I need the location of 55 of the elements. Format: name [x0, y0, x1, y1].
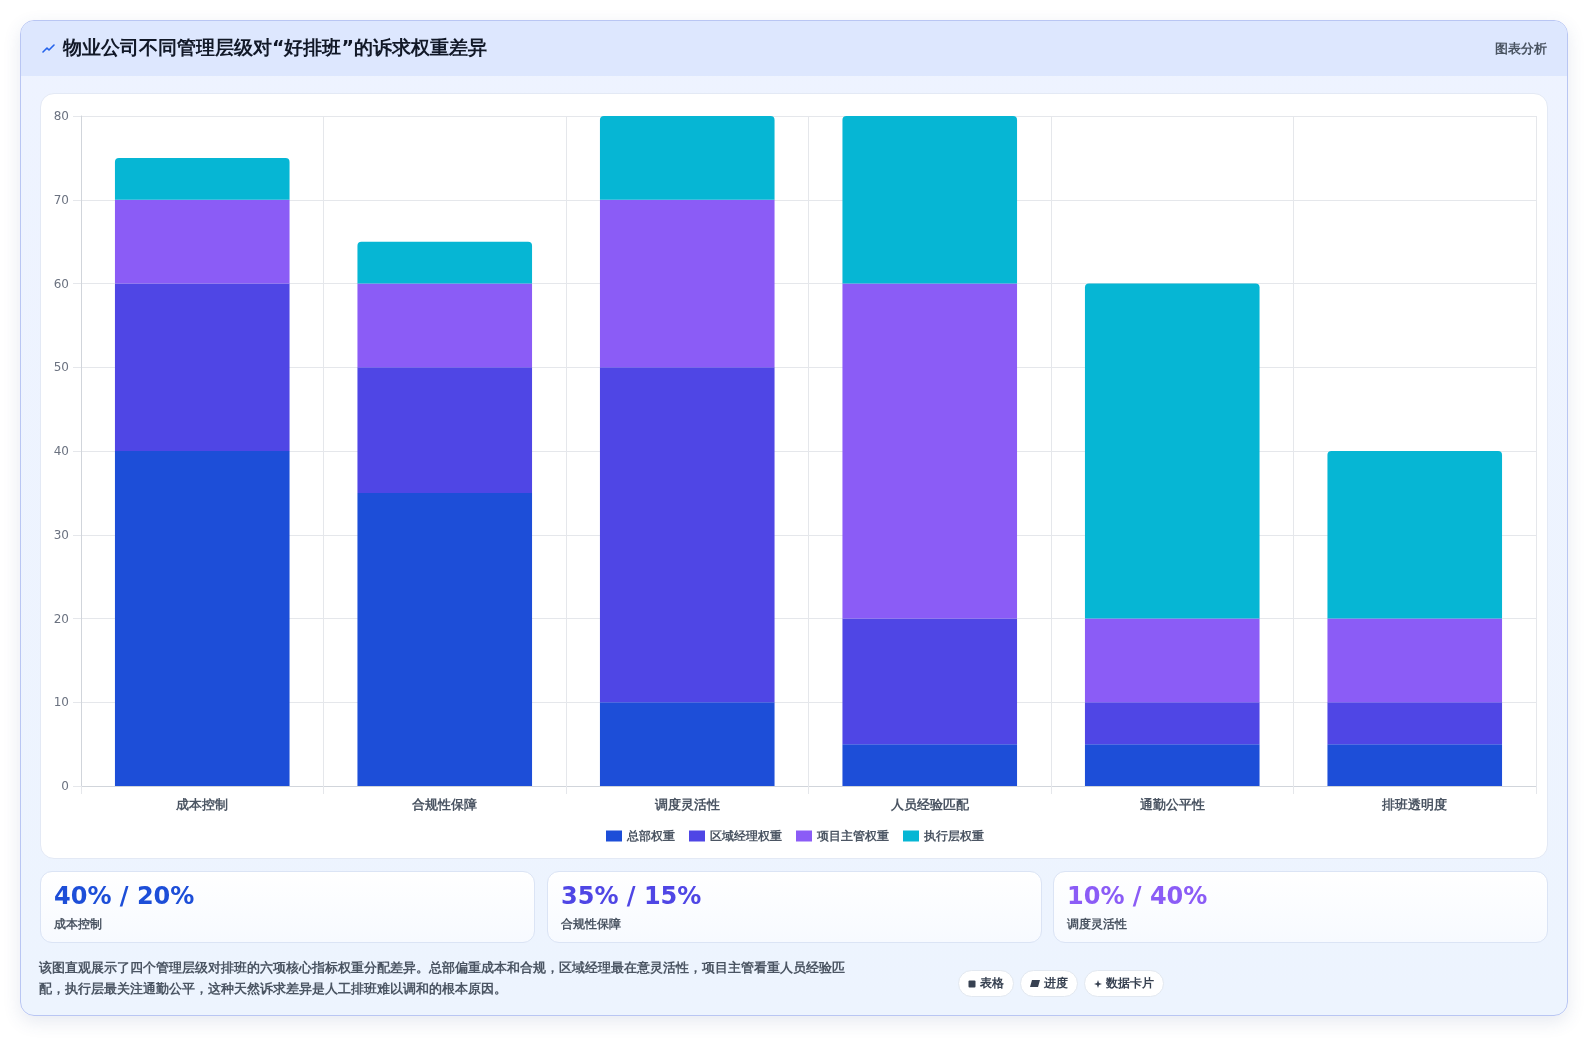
y-tick-label: 50 — [53, 360, 69, 375]
bar — [114, 451, 290, 786]
text: 35% / 15% — [561, 882, 702, 910]
bar — [599, 367, 775, 703]
legend-label: 区域经理权重 — [710, 829, 782, 843]
bar — [1084, 702, 1260, 745]
text: 10% / 40% — [1067, 882, 1208, 910]
bar — [1327, 744, 1503, 786]
text: 该图直观展示了四个管理层级对排班的六项核心指标权重分配差异。总部偏重成本和合规，区域经理最在意灵活性，项目主管看重人员经验匹配，执行层最关注通勤公平，这种天然诉求差异是人工排班难以调和的根本原因。 — [39, 959, 846, 998]
bar — [842, 283, 1018, 619]
text: 调度灵活性 — [1067, 916, 1127, 933]
x-tick-label: 合规性保障 — [411, 797, 478, 812]
chart-title: 物业公司不同管理层级对“好排班”的诉求权重差异 — [63, 35, 487, 60]
legend-label: 执行层权重 — [923, 829, 984, 843]
text: 合规性保障 — [561, 916, 621, 933]
y-tick-label: 30 — [53, 527, 69, 542]
bar — [1084, 618, 1260, 703]
bar — [842, 116, 1018, 284]
text: 成本控制 — [54, 916, 102, 933]
bar — [357, 283, 533, 368]
bar — [599, 702, 775, 786]
bar — [357, 492, 533, 786]
x-tick-label: 人员经验匹配 — [889, 797, 970, 812]
bar — [114, 283, 290, 451]
x-tick-label: 成本控制 — [175, 797, 229, 812]
y-tick-label: 70 — [53, 192, 69, 207]
bar — [114, 157, 290, 200]
bar — [114, 199, 290, 284]
text: 图表分析 — [1495, 40, 1547, 58]
text: 40% / 20% — [54, 882, 195, 910]
legend-label: 项目主管权重 — [816, 829, 889, 843]
y-tick-label: 60 — [53, 276, 69, 291]
x-tick-label: 通勤公平性 — [1138, 797, 1205, 812]
legend-label: 总部权重 — [626, 829, 675, 843]
bar — [1327, 618, 1503, 703]
y-tick-label: 80 — [53, 109, 69, 123]
x-tick-label: 调度灵活性 — [653, 797, 720, 812]
bar — [1327, 702, 1503, 745]
bar — [842, 744, 1018, 786]
bar — [1327, 451, 1503, 619]
bar — [842, 618, 1018, 745]
bar — [1084, 283, 1260, 619]
text: 进度 — [1044, 975, 1068, 992]
y-tick-label: 10 — [53, 695, 69, 710]
y-tick-label: 20 — [53, 611, 69, 626]
x-tick-label: 排班透明度 — [1381, 797, 1448, 812]
bar — [357, 241, 533, 284]
text: 表格 — [980, 975, 1004, 992]
bar — [1084, 744, 1260, 786]
bar — [357, 367, 533, 493]
text: 数据卡片 — [1106, 975, 1154, 992]
y-tick-label: 40 — [53, 444, 69, 458]
bar — [599, 116, 775, 200]
y-tick-label: 0 — [61, 779, 69, 793]
bar — [599, 199, 775, 368]
